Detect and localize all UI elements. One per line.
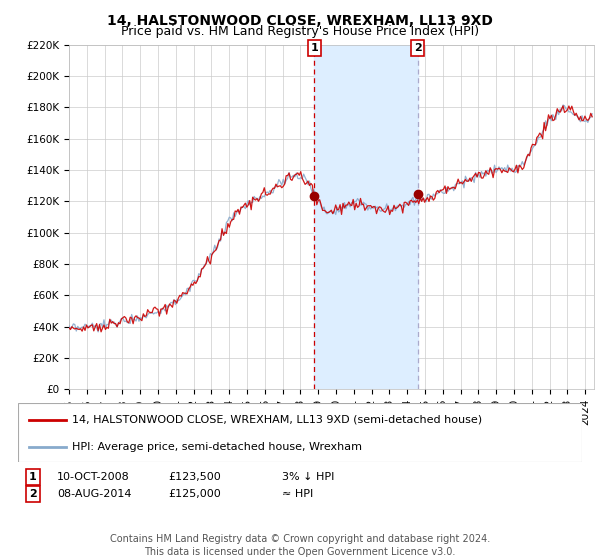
Text: 1: 1: [311, 43, 319, 53]
Bar: [314, 45, 418, 389]
Text: 2: 2: [29, 489, 37, 499]
Text: 3% ↓ HPI: 3% ↓ HPI: [282, 472, 334, 482]
Text: 1: 1: [29, 472, 37, 482]
Text: 10-OCT-2008: 10-OCT-2008: [57, 472, 130, 482]
Text: £125,000: £125,000: [168, 489, 221, 499]
Text: 14, HALSTONWOOD CLOSE, WREXHAM, LL13 9XD: 14, HALSTONWOOD CLOSE, WREXHAM, LL13 9XD: [107, 14, 493, 28]
FancyBboxPatch shape: [18, 403, 582, 462]
Text: HPI: Average price, semi-detached house, Wrexham: HPI: Average price, semi-detached house,…: [71, 442, 362, 452]
Text: Contains HM Land Registry data © Crown copyright and database right 2024.
This d: Contains HM Land Registry data © Crown c…: [110, 534, 490, 557]
Text: 08-AUG-2014: 08-AUG-2014: [57, 489, 131, 499]
Text: Price paid vs. HM Land Registry's House Price Index (HPI): Price paid vs. HM Land Registry's House …: [121, 25, 479, 38]
Text: 2: 2: [413, 43, 421, 53]
Text: ≈ HPI: ≈ HPI: [282, 489, 313, 499]
Text: 14, HALSTONWOOD CLOSE, WREXHAM, LL13 9XD (semi-detached house): 14, HALSTONWOOD CLOSE, WREXHAM, LL13 9XD…: [71, 414, 482, 424]
Text: £123,500: £123,500: [168, 472, 221, 482]
